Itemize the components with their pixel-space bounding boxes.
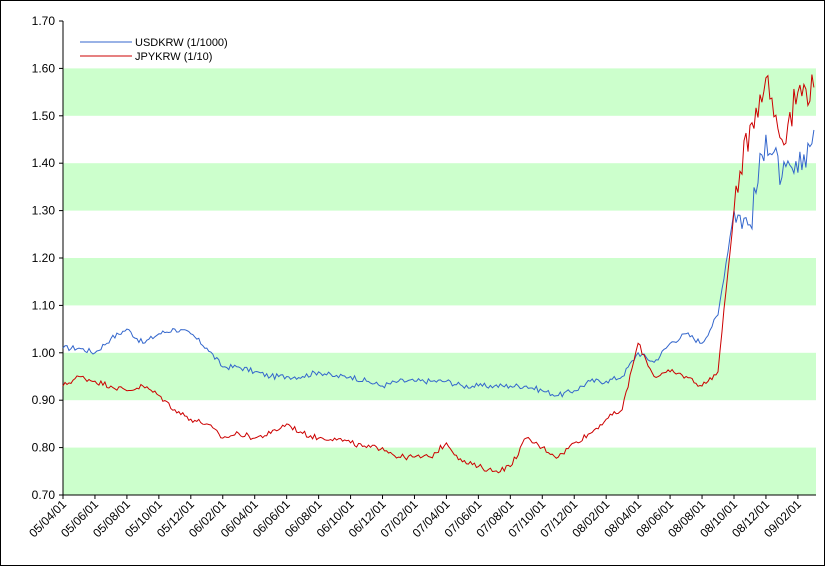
y-tick-label: 0.70 bbox=[32, 488, 56, 502]
y-tick-label: 1.20 bbox=[32, 251, 56, 265]
legend: USDKRW (1/1000) JPYKRW (1/10) bbox=[80, 37, 228, 63]
grid-band bbox=[63, 163, 816, 211]
y-axis-labels: 0.70 0.80 0.90 1.00 1.10 1.20 1.30 1.40 1.50 1.60… bbox=[32, 14, 56, 502]
y-tick-label: 0.80 bbox=[32, 441, 56, 455]
series-line-jpykrw bbox=[62, 74, 815, 474]
grid-band bbox=[63, 352, 816, 401]
grid-band bbox=[63, 258, 816, 306]
axes bbox=[59, 20, 816, 499]
y-tick-label: 1.10 bbox=[32, 298, 56, 312]
y-tick-label: 1.30 bbox=[32, 204, 56, 218]
y-tick-label: 1.00 bbox=[32, 346, 56, 360]
grid-band bbox=[63, 68, 816, 116]
series-line-usdkrw bbox=[62, 129, 815, 398]
y-tick-label: 1.50 bbox=[32, 109, 56, 123]
y-tick-label: 0.90 bbox=[32, 393, 56, 407]
grid-band bbox=[63, 447, 816, 495]
x-axis-labels: 05/04/0105/06/0105/08/0105/10/0105/12/01… bbox=[26, 497, 804, 540]
y-tick-label: 1.70 bbox=[32, 14, 56, 28]
grid-bands bbox=[63, 68, 816, 495]
y-tick-label: 1.40 bbox=[32, 156, 56, 170]
legend-label: JPYKRW (1/10) bbox=[135, 51, 212, 63]
legend-label: USDKRW (1/1000) bbox=[135, 37, 228, 49]
series-lines bbox=[62, 74, 815, 474]
y-tick-label: 1.60 bbox=[32, 61, 56, 75]
